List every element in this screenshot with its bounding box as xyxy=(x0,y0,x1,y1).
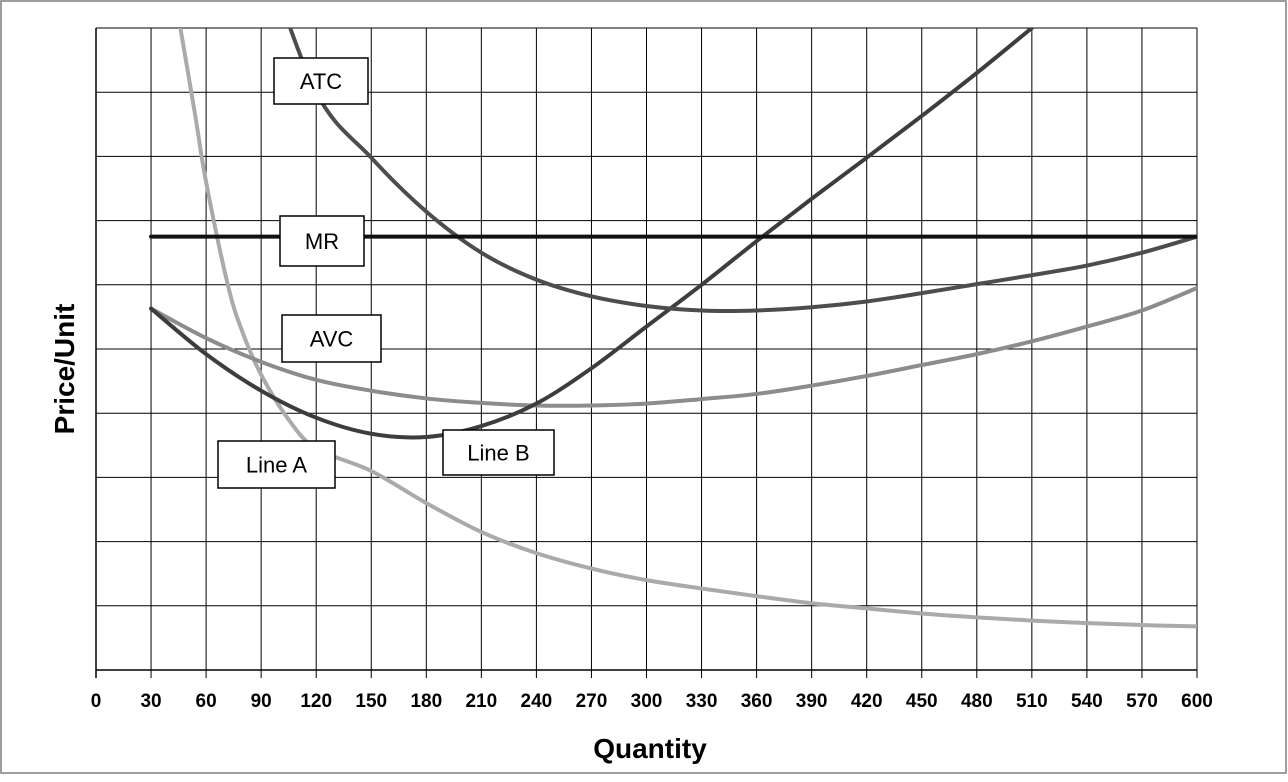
series-line-line-a xyxy=(178,28,1197,629)
x-tick-label: 90 xyxy=(251,691,272,712)
annotation-mr: MR xyxy=(279,215,365,267)
annotation-box xyxy=(217,440,336,489)
x-tick-label: 150 xyxy=(355,691,387,712)
x-axis-title: Quantity xyxy=(593,733,707,764)
x-tick-label: 30 xyxy=(140,691,161,712)
annotation-line-b: Line B xyxy=(442,429,555,476)
annotation-avc: AVC xyxy=(281,314,382,363)
x-tick-label: 600 xyxy=(1181,691,1213,712)
series-line-atc xyxy=(288,28,1197,313)
annotation-line-a: Line A xyxy=(217,440,336,489)
x-tick-label: 330 xyxy=(686,691,718,712)
annotation-label: AVC xyxy=(310,327,354,352)
x-tick-label: 180 xyxy=(410,691,442,712)
x-tick-label: 120 xyxy=(300,691,332,712)
annotation-atc: ATC xyxy=(273,57,369,105)
annotation-box xyxy=(442,429,555,476)
annotation-group: ATC MR AVC Line A Line B xyxy=(217,57,555,489)
x-tick-label: 570 xyxy=(1126,691,1158,712)
x-tick-label: 540 xyxy=(1071,691,1103,712)
x-tick-label: 480 xyxy=(961,691,993,712)
x-tick-label: 360 xyxy=(741,691,773,712)
x-tick-label: 450 xyxy=(906,691,938,712)
x-tick-labels: 0 30 60 90 120 150 180 210 240 270 300 330 360 390 420… xyxy=(91,691,1213,712)
annotation-label: ATC xyxy=(300,69,342,94)
annotation-box xyxy=(281,314,382,363)
x-tick-label: 270 xyxy=(576,691,608,712)
x-tick-label: 390 xyxy=(796,691,828,712)
annotation-label: Line B xyxy=(467,441,529,466)
series-line-line-b xyxy=(149,28,1036,440)
annotation-box xyxy=(279,215,365,267)
x-tick-label: 60 xyxy=(196,691,217,712)
x-tick-label: 510 xyxy=(1016,691,1048,712)
series-group xyxy=(149,28,1197,629)
annotation-box xyxy=(273,57,369,105)
y-axis-title: Price/Unit xyxy=(49,304,80,435)
x-tick-label: 210 xyxy=(465,691,497,712)
x-tick-label: 420 xyxy=(851,691,883,712)
x-tick-label: 0 xyxy=(91,691,102,712)
series-line-avc xyxy=(149,286,1197,408)
annotation-label: MR xyxy=(305,229,339,254)
x-tick-label: 240 xyxy=(521,691,553,712)
x-tick-label: 300 xyxy=(631,691,663,712)
grid xyxy=(95,27,1198,678)
annotation-label: Line A xyxy=(246,453,307,478)
